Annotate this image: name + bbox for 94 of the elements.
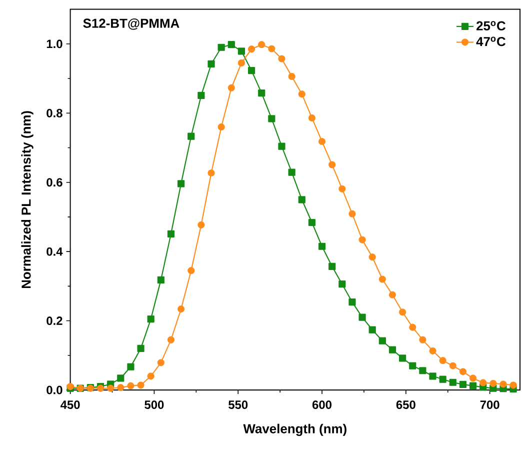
point	[117, 384, 124, 392]
point	[419, 336, 426, 344]
point	[409, 362, 416, 370]
point	[449, 362, 456, 370]
point	[228, 41, 235, 48]
point	[378, 276, 386, 283]
point	[238, 48, 246, 55]
point	[388, 346, 396, 354]
point	[459, 380, 467, 388]
legend-label: 47$^{o}$C	[476, 36, 506, 46]
point	[510, 382, 517, 389]
point	[439, 357, 446, 364]
point	[167, 336, 175, 344]
point	[358, 236, 366, 244]
x-tick-label: 600	[312, 400, 332, 409]
point	[268, 115, 276, 122]
point	[429, 372, 436, 380]
point	[248, 46, 256, 53]
point	[348, 210, 356, 218]
x-tick-label: 700	[480, 400, 500, 409]
y-tick-label: 0.4	[46, 247, 63, 256]
point	[288, 168, 296, 176]
point	[308, 114, 316, 122]
point	[439, 376, 446, 383]
point	[208, 60, 215, 68]
x-tick-label: 450	[60, 400, 80, 409]
point	[218, 123, 225, 131]
y-axis-title: Normalized PL Intensity (nm)	[21, 111, 34, 288]
point	[500, 380, 507, 388]
point	[368, 254, 376, 261]
point	[358, 314, 366, 321]
point	[469, 374, 477, 382]
point	[157, 359, 164, 366]
point	[188, 132, 195, 140]
point	[177, 305, 185, 313]
point	[198, 92, 205, 100]
x-tick-label: 500	[144, 400, 164, 409]
point	[117, 374, 124, 382]
point	[258, 41, 266, 48]
point	[378, 337, 386, 344]
point	[469, 382, 477, 390]
x-tick-label: 550	[228, 400, 248, 409]
point	[137, 382, 144, 389]
point	[449, 378, 456, 386]
text: S12-BT@PMMA	[83, 18, 180, 30]
point	[278, 55, 286, 62]
x-axis-title: Wavelength (nm)	[243, 424, 346, 436]
point	[208, 169, 215, 177]
point	[398, 354, 406, 362]
point	[388, 291, 396, 298]
point	[318, 138, 326, 146]
point	[308, 218, 316, 226]
point	[328, 262, 336, 270]
point	[238, 59, 246, 66]
point	[198, 221, 205, 228]
y-tick-label: 0.6	[46, 178, 62, 187]
point	[429, 347, 436, 354]
y-tick-label: 0.0	[46, 386, 62, 394]
point	[328, 161, 336, 168]
point	[167, 230, 175, 238]
point	[368, 326, 376, 334]
legend-label: 25$^{o}$C	[476, 21, 506, 30]
point	[409, 324, 416, 331]
y-tick-label: 0.8	[46, 108, 62, 118]
y-tick-label: 0.2	[46, 316, 62, 326]
point	[298, 90, 306, 98]
point	[147, 372, 154, 380]
point	[177, 180, 185, 188]
point	[147, 316, 154, 323]
point	[268, 45, 276, 52]
point	[127, 363, 134, 370]
point	[480, 379, 487, 386]
point	[107, 384, 114, 392]
point	[398, 308, 406, 316]
point	[157, 276, 164, 284]
point	[419, 367, 426, 374]
point	[218, 44, 225, 51]
point	[338, 185, 346, 192]
point	[348, 298, 356, 306]
point	[228, 84, 235, 92]
point	[248, 67, 256, 74]
point	[490, 380, 497, 387]
point	[288, 72, 296, 80]
point	[137, 344, 144, 352]
point	[278, 142, 286, 150]
y-tick-label: 1.0	[46, 40, 62, 48]
x-tick-label: 650	[396, 400, 416, 409]
point	[298, 196, 306, 204]
point	[258, 90, 266, 97]
point	[188, 267, 195, 274]
point	[338, 280, 346, 288]
point	[127, 382, 134, 390]
point	[318, 242, 326, 250]
point	[459, 368, 467, 376]
